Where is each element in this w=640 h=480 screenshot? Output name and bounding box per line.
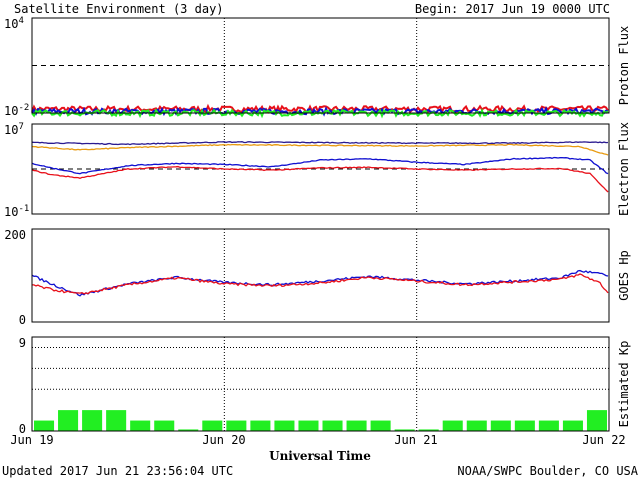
y-tick-label: 104 — [4, 16, 24, 31]
panel-frame — [31, 17, 610, 114]
y-tick-label: 10-2 — [4, 103, 29, 118]
y-axis-label: Proton Flux — [617, 26, 631, 105]
kp-bar — [442, 420, 463, 431]
kp-bar — [34, 420, 55, 431]
kp-bar — [250, 420, 271, 431]
panel-proton-flux: 104 10-2 Proton Flux — [4, 16, 631, 119]
x-axis-ticks: Jun 19 Jun 20 Jun 21 Jun 22 — [10, 433, 625, 447]
y-tick-label: 9 — [19, 336, 26, 350]
series-line-blue — [31, 269, 609, 297]
y-axis-label: Electron Flux — [617, 122, 631, 216]
panel-frame — [31, 123, 610, 215]
kp-bar — [538, 420, 559, 431]
kp-bar — [562, 420, 583, 431]
kp-bar — [58, 410, 79, 431]
kp-bar — [394, 429, 415, 431]
panel-estimated-kp: 9 0 Estimated Kp — [19, 336, 631, 436]
kp-bar — [130, 420, 151, 431]
x-tick-label: Jun 20 — [202, 433, 245, 447]
kp-bar — [298, 420, 319, 431]
kp-bar — [322, 420, 343, 431]
kp-bar — [154, 420, 175, 431]
kp-bar — [370, 420, 391, 431]
y-tick-label: 107 — [4, 122, 24, 137]
kp-bar — [178, 429, 199, 431]
y-tick-label: 0 — [19, 313, 26, 327]
kp-bar — [82, 410, 103, 431]
x-tick-label: Jun 22 — [582, 433, 625, 447]
series-line-red — [31, 103, 609, 115]
credit: NOAA/SWPC Boulder, CO USA — [457, 464, 638, 478]
kp-bar — [490, 420, 511, 431]
kp-bar — [466, 420, 487, 431]
kp-bar — [418, 429, 439, 431]
begin-time: Begin: 2017 Jun 19 0000 UTC — [415, 2, 610, 16]
x-axis-label: Universal Time — [269, 449, 371, 463]
chart-title: Satellite Environment (3 day) — [14, 2, 224, 16]
updated-time: Updated 2017 Jun 21 23:56:04 UTC — [2, 464, 233, 478]
series-line-red — [31, 165, 609, 193]
y-axis-label: GOES Hp — [617, 250, 631, 301]
kp-bar — [514, 420, 535, 431]
kp-bar — [346, 420, 367, 431]
kp-bar — [106, 410, 127, 431]
series-line-blue — [31, 156, 609, 175]
y-axis-label: Estimated Kp — [617, 341, 631, 428]
chart-panels: 104 10-2 Proton Flux 107 10-1 Electron Flux 20… — [4, 16, 631, 436]
series-line-orange — [31, 143, 609, 156]
y-tick-label: 10-1 — [4, 204, 29, 219]
x-tick-label: Jun 21 — [394, 433, 437, 447]
y-tick-label: 0 — [19, 422, 26, 436]
kp-bar — [202, 420, 223, 431]
series-line-red — [32, 273, 609, 295]
panel-goes-hp: 200 0 GOES Hp — [4, 228, 631, 327]
y-tick-label: 200 — [4, 228, 26, 242]
panel-electron-flux: 107 10-1 Electron Flux — [4, 122, 631, 219]
panel-frame — [31, 336, 610, 432]
series-line-navy — [31, 141, 609, 146]
panel-frame — [31, 228, 610, 323]
x-tick-label: Jun 19 — [10, 433, 53, 447]
kp-bar — [274, 420, 295, 431]
kp-bar — [226, 420, 247, 431]
kp-bar — [586, 410, 607, 431]
